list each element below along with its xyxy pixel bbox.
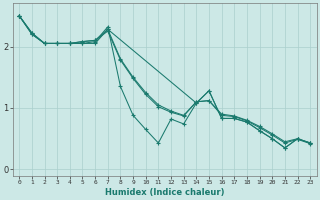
X-axis label: Humidex (Indice chaleur): Humidex (Indice chaleur) bbox=[105, 188, 224, 197]
